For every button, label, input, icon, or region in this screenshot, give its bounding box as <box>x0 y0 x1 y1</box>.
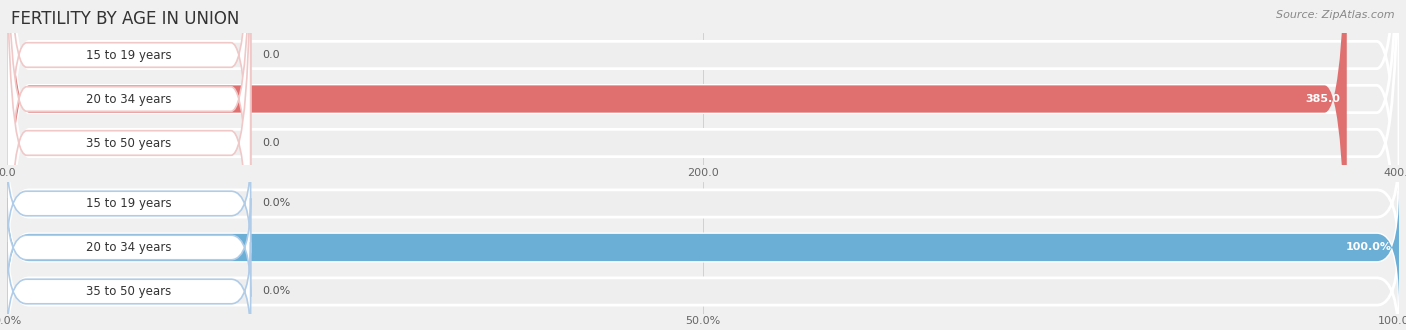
FancyBboxPatch shape <box>7 0 1399 323</box>
Text: 15 to 19 years: 15 to 19 years <box>86 197 172 210</box>
FancyBboxPatch shape <box>7 154 250 253</box>
FancyBboxPatch shape <box>7 147 1399 260</box>
FancyBboxPatch shape <box>7 0 1347 330</box>
Text: 385.0: 385.0 <box>1305 94 1340 104</box>
FancyBboxPatch shape <box>7 191 1399 304</box>
FancyBboxPatch shape <box>7 0 1399 330</box>
FancyBboxPatch shape <box>7 0 250 330</box>
FancyBboxPatch shape <box>7 198 250 297</box>
FancyBboxPatch shape <box>7 0 250 289</box>
Text: 35 to 50 years: 35 to 50 years <box>86 285 172 298</box>
Text: 20 to 34 years: 20 to 34 years <box>86 92 172 106</box>
Text: Source: ZipAtlas.com: Source: ZipAtlas.com <box>1277 10 1395 20</box>
Text: 35 to 50 years: 35 to 50 years <box>86 137 172 149</box>
Text: 0.0: 0.0 <box>262 50 280 60</box>
Text: FERTILITY BY AGE IN UNION: FERTILITY BY AGE IN UNION <box>11 10 239 28</box>
FancyBboxPatch shape <box>7 0 1399 330</box>
Text: 0.0%: 0.0% <box>262 199 290 209</box>
Text: 100.0%: 100.0% <box>1346 243 1392 252</box>
FancyBboxPatch shape <box>7 242 250 330</box>
FancyBboxPatch shape <box>7 235 1399 330</box>
Text: 0.0%: 0.0% <box>262 286 290 296</box>
Text: 15 to 19 years: 15 to 19 years <box>86 49 172 61</box>
Text: 20 to 34 years: 20 to 34 years <box>86 241 172 254</box>
FancyBboxPatch shape <box>7 191 1399 304</box>
Text: 0.0: 0.0 <box>262 138 280 148</box>
FancyBboxPatch shape <box>7 0 250 330</box>
